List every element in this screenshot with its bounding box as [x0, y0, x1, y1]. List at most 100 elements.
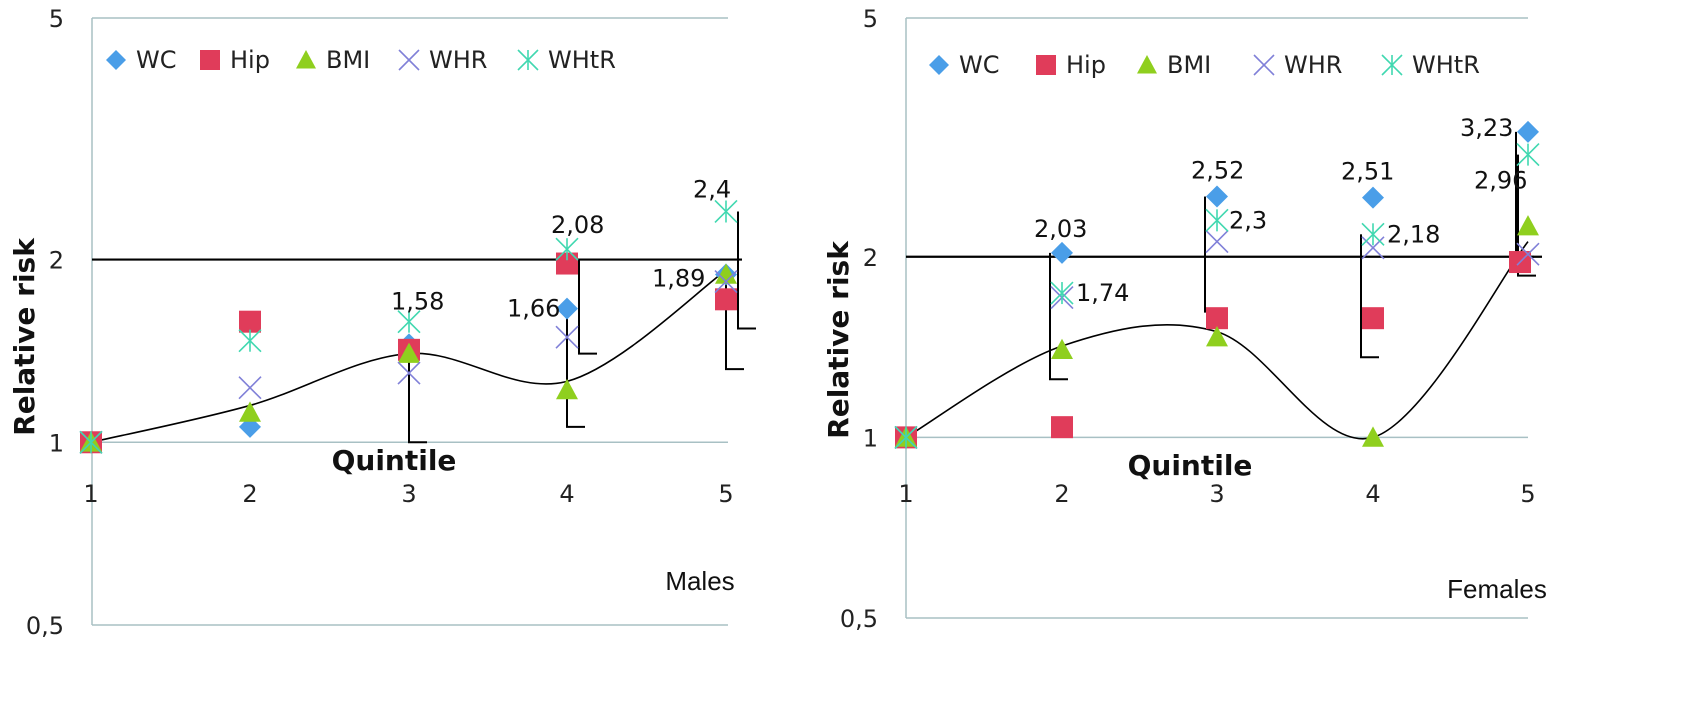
error-bar: [737, 211, 756, 330]
y-tick-label: 1: [863, 424, 878, 452]
legend-item-bmi: BMI: [296, 46, 370, 74]
data-point-whtr: [1361, 222, 1385, 246]
x-tick-label: 2: [242, 480, 257, 508]
data-label: 1,66: [507, 295, 560, 323]
data-point-whr: [1361, 236, 1385, 260]
legend-label: BMI: [326, 46, 370, 74]
legend-label: WHtR: [548, 46, 616, 74]
data-point-bmi: [715, 263, 737, 284]
data-point-whr: [555, 325, 579, 349]
legend-marker-bmi: [296, 50, 316, 69]
legend-item-bmi: BMI: [1137, 51, 1211, 79]
data-label: 2,3: [1229, 206, 1267, 234]
legend-marker-hip: [200, 50, 220, 70]
y-axis-title: Relative risk: [822, 240, 855, 439]
data-point-bmi: [239, 401, 261, 422]
data-point-hip: [556, 252, 578, 275]
data-label: 2,96: [1474, 167, 1527, 195]
data-point-wc: [556, 297, 578, 320]
error-bar: [408, 353, 427, 444]
data-point-whtr: [555, 237, 579, 261]
data-point-whr-stroke-b: [397, 361, 421, 385]
data-label: 1,89: [652, 264, 705, 292]
y-tick-label: 0,5: [26, 612, 64, 640]
legend-marker-whr-stroke-b: [1253, 54, 1275, 76]
legend-item-whr: WHR: [1253, 51, 1342, 79]
y-tick-label: 0,5: [840, 605, 878, 633]
panel-label: Females: [1447, 574, 1547, 604]
legend-item-wc: WC: [106, 46, 177, 74]
data-point-whr-stroke-b: [1361, 236, 1385, 260]
data-label: 2,4: [693, 175, 731, 203]
data-point-whtr: [79, 430, 103, 454]
data-label: 2,08: [551, 211, 604, 239]
x-tick-label: 1: [83, 480, 98, 508]
data-point-hip: [715, 288, 737, 311]
data-point-whtr: [1205, 208, 1229, 232]
y-tick-label: 5: [49, 5, 64, 33]
legend-marker-wc: [929, 55, 949, 75]
error-bar: [578, 259, 597, 355]
legend-marker-whr-stroke-b: [398, 49, 420, 71]
data-point-wc: [1051, 241, 1073, 264]
y-tick-label: 1: [49, 429, 64, 457]
data-point-whr: [714, 269, 738, 294]
legend-label: Hip: [230, 46, 270, 74]
data-point-whr-stroke-b: [1516, 242, 1540, 266]
legend-marker-wc: [106, 50, 126, 70]
data-label: 2,51: [1341, 158, 1394, 186]
legend-marker-whtr: [1381, 54, 1403, 76]
trend-line: [905, 241, 1529, 440]
legend-item-hip: Hip: [1036, 51, 1106, 79]
y-tick-label: 2: [49, 247, 64, 275]
data-point-hip: [1206, 307, 1228, 330]
data-point-wc: [1362, 186, 1384, 209]
data-point-whr-stroke-b: [555, 325, 579, 349]
x-tick-label: 4: [559, 480, 574, 508]
data-label: 1,58: [391, 288, 444, 316]
y-axis-title: Relative risk: [8, 237, 41, 436]
legend-label: Hip: [1066, 51, 1106, 79]
legend-item-hip: Hip: [200, 46, 270, 74]
legend-marker-whr: [398, 49, 420, 71]
legend-item-whr: WHR: [398, 46, 487, 74]
data-label: 2,52: [1191, 157, 1244, 185]
legend-label: WHtR: [1412, 51, 1480, 79]
legend-label: WHR: [429, 46, 487, 74]
data-label: 3,23: [1460, 114, 1513, 142]
legend-item-whtr: WHtR: [1381, 51, 1480, 79]
legend-label: BMI: [1167, 51, 1211, 79]
data-label: 1,74: [1076, 279, 1129, 307]
data-point-whr-stroke-b: [238, 376, 262, 400]
data-point-hip: [239, 310, 261, 333]
legend-marker-bmi: [1137, 55, 1157, 74]
data-point-whr: [1205, 230, 1229, 254]
y-tick-label: 2: [863, 244, 878, 272]
legend-marker-whr: [1253, 54, 1275, 76]
legend-label: WHR: [1284, 51, 1342, 79]
x-tick-label: 1: [898, 480, 913, 508]
x-tick-label: 2: [1054, 480, 1069, 508]
x-axis-title: Quintile: [1128, 449, 1253, 482]
x-tick-label: 3: [1209, 480, 1224, 508]
data-point-bmi: [1206, 325, 1228, 347]
x-tick-label: 4: [1365, 480, 1380, 508]
data-point-bmi: [1051, 338, 1073, 360]
data-point-whtr: [894, 425, 918, 449]
data-label: 2,03: [1034, 215, 1087, 243]
data-point-whr-stroke-b: [1205, 230, 1229, 254]
data-point-whtr: [397, 310, 421, 334]
data-point-hip: [1051, 416, 1073, 439]
x-tick-label: 3: [401, 480, 416, 508]
data-point-whtr: [238, 329, 262, 353]
legend-item-whtr: WHtR: [517, 46, 616, 74]
data-point-hip: [1362, 307, 1384, 330]
data-point-whr: [238, 376, 262, 400]
data-point-whtr: [714, 199, 738, 224]
data-point-wc: [1206, 185, 1228, 208]
males-chart: 0,5 1 2 5 1 2 3 4 5 Quintile Relative risk Males 1,5…: [8, 5, 756, 640]
error-bar: [566, 308, 585, 428]
x-tick-label: 5: [718, 480, 733, 508]
legend-item-wc: WC: [929, 51, 1000, 79]
